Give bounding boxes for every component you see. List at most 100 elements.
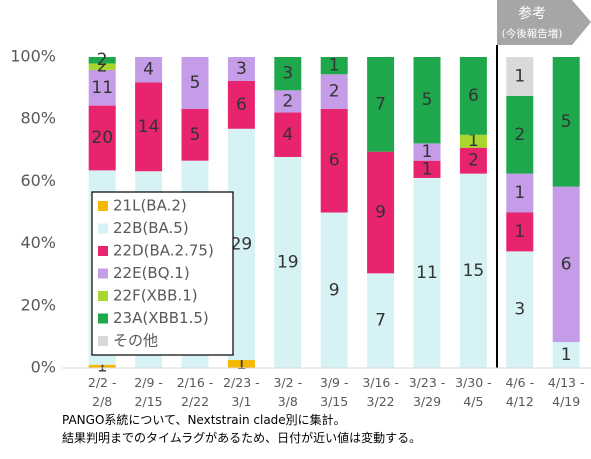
bar-segment [135,82,163,172]
bar-segment [459,147,487,174]
x-tick-label: 3/16 - 3/22 [362,375,399,409]
legend-box [91,191,234,356]
legend-label: 22F(XBB.1) [113,287,198,305]
data-label: 6 [236,95,247,115]
legend-swatch [98,268,108,279]
bar-segment [274,112,302,157]
bar-segment [274,156,302,368]
data-label: 1 [422,142,433,162]
bar-segment [88,57,116,64]
data-label: 9 [375,203,386,223]
legend-swatch [98,201,108,211]
data-label: 5 [190,73,201,93]
data-label: 3 [236,59,247,79]
y-tick-label: 0% [31,358,56,377]
legend-swatch [98,336,108,346]
bar-segment [227,57,255,81]
bar-segment [413,160,441,178]
data-label: 2 [514,125,525,145]
bar-segment [506,173,534,213]
x-tick-label: 3/9 - 3/15 [319,375,349,409]
data-label: 3 [282,64,293,84]
legend-label: 23A(XBB1.5) [113,309,209,327]
data-label: 4 [282,125,293,145]
note: 結果判明までのタイムラグがあるため、日付が近い値は変動する。 [62,431,422,445]
data-label: 19 [277,252,299,272]
legend-label: 21L(BA.2) [113,197,187,215]
x-tick-label: 4/13 - 4/19 [547,375,585,409]
data-label: 1 [97,356,108,376]
bar-segment [88,364,116,368]
data-label: 5 [190,125,201,145]
bar-segment [320,108,348,213]
data-label: 11 [91,78,113,98]
data-label: 2 [97,57,108,77]
data-label: 11 [416,263,438,283]
bar-segment [367,273,395,368]
y-tick-label: 20% [20,295,56,314]
bar-segment [135,57,163,83]
data-label: 2 [97,50,108,70]
bar-segment [320,74,348,109]
legend-swatch [98,223,108,234]
data-label: 14 [138,117,160,137]
legend: 21L(BA.2) 22B(BA.5) 22D(BA.2.75) 22E(BQ.1) 2… [91,191,234,356]
data-label: 2 [282,91,293,111]
bar-segment [88,63,116,70]
bar-segment [552,57,580,187]
reference-title: 参考 [518,5,546,22]
data-label: 2 [468,151,479,171]
legend-label: 22D(BA.2.75) [113,242,214,260]
data-label: 6 [468,86,479,106]
bar-segment [88,105,116,171]
y-tick-label: 60% [20,171,56,190]
data-label: 1 [236,354,247,374]
bar-segment [274,57,302,91]
data-label: 6 [329,151,340,171]
x-tick-label: 2/9 - 2/15 [134,375,163,409]
bar-segment [227,80,255,129]
bar-segment [506,57,534,96]
data-label: 1 [514,222,525,242]
bar-segment [459,57,487,135]
bar-segment [320,212,348,368]
data-label: 2 [329,82,340,102]
bar-segment [506,95,534,174]
data-label: 6 [561,254,572,274]
bar-segment [274,90,302,113]
data-label: 1 [514,66,525,86]
reference-subtitle: (今後報告増) [502,27,563,40]
x-tick-label: 3/30 - 4/5 [455,375,492,409]
legend-label: その他 [113,332,158,350]
x-tick-label: 2/16 - 2/22 [176,375,214,409]
data-label: 4 [143,60,154,80]
data-label: 1 [468,131,479,151]
data-label: 20 [91,128,113,148]
bar-segment [552,342,580,368]
bar-segment [88,69,116,106]
bar-segment [367,57,395,152]
bar-segment [413,143,441,161]
bar-segment [181,57,209,109]
legend-swatch [98,291,108,301]
bar-segment [181,108,209,161]
x-tick-label: 3/2 - 3/8 [273,375,303,409]
bar-segment [506,251,534,368]
data-label: 1 [514,183,525,203]
x-tick-label: 3/23 - 3/29 [408,375,446,409]
bar-segment [459,134,487,148]
bar-segment [413,57,441,144]
y-tick-label: 80% [20,109,56,128]
bar-segment [367,151,395,274]
data-label: 9 [329,280,340,300]
data-label: 15 [463,261,485,281]
bar-segment [506,212,534,252]
y-tick-label: 40% [20,233,56,252]
data-label: 7 [375,311,386,331]
note: PANGO系統について、Nextstrain clade別に集計。 [62,413,346,427]
data-label: 5 [561,112,572,132]
data-label: 1 [422,159,433,179]
data-label: 3 [514,300,525,320]
data-label: 5 [422,90,433,110]
